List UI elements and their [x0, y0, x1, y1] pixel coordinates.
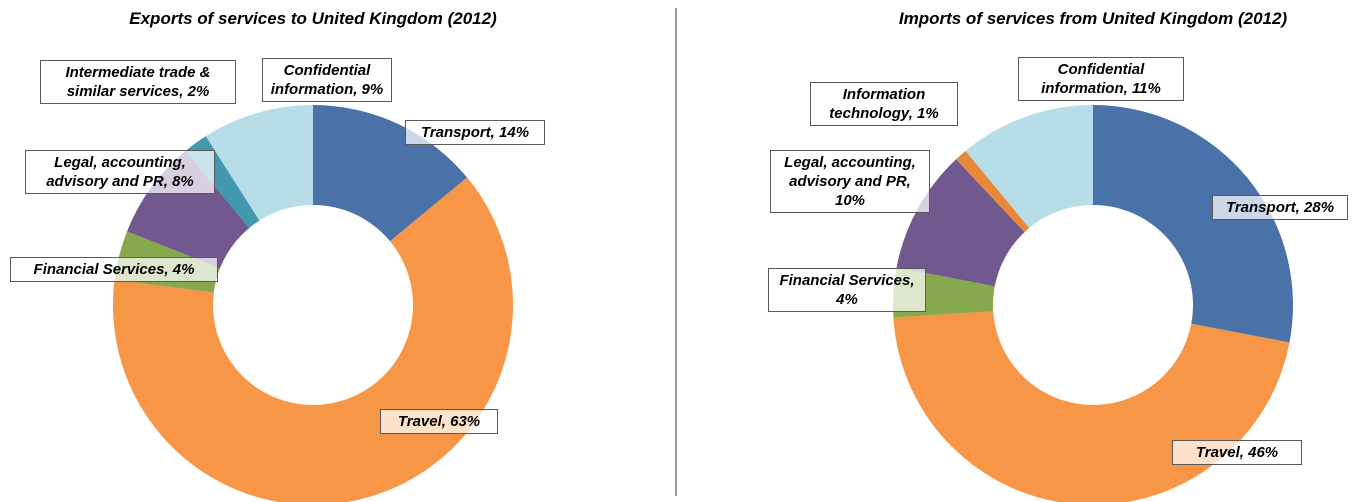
data-label: Financial Services, 4% — [768, 268, 926, 312]
data-label: Confidential information, 9% — [262, 58, 392, 102]
donut-slice — [893, 311, 1290, 502]
donut-slice — [956, 150, 1030, 233]
data-label: Intermediate trade & similar services, 2… — [40, 60, 236, 104]
donut-slice — [205, 105, 313, 221]
data-label: Legal, accounting, advisory and PR, 8% — [25, 150, 215, 194]
data-label: Legal, accounting, advisory and PR, 10% — [770, 150, 930, 213]
data-label: Travel, 46% — [1172, 440, 1302, 465]
donut-slice — [1093, 105, 1293, 343]
data-label: Travel, 63% — [380, 409, 498, 434]
data-label: Transport, 14% — [405, 120, 545, 145]
donut-slice — [896, 159, 1025, 287]
data-label: Financial Services, 4% — [10, 257, 218, 282]
data-label: Transport, 28% — [1212, 195, 1348, 220]
data-label: Confidential information, 11% — [1018, 57, 1184, 101]
donut-slice — [965, 105, 1093, 228]
donut-slice — [313, 105, 468, 242]
chart-title: Exports of services to United Kingdom (2… — [129, 9, 497, 28]
chart-title: Imports of services from United Kingdom … — [899, 9, 1288, 28]
data-label: Information technology, 1% — [810, 82, 958, 126]
